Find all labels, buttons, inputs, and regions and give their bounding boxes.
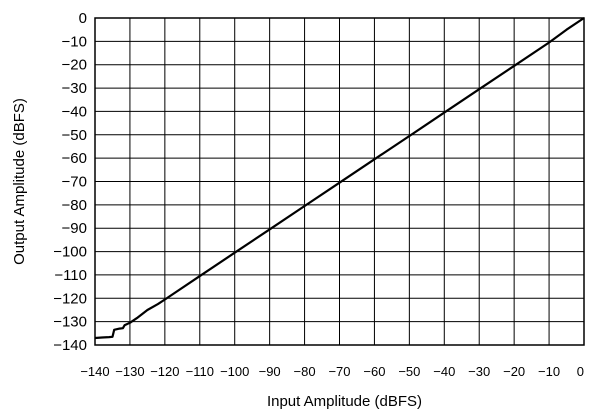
y-tick-label: −50 [62, 127, 87, 144]
y-tick-label: −30 [62, 80, 87, 97]
y-tick-label: −90 [62, 220, 87, 237]
y-tick-label: −20 [62, 57, 87, 74]
y-tick-label: −140 [53, 337, 87, 354]
y-tick-label: −60 [62, 150, 87, 167]
x-tick-label: −10 [538, 364, 560, 379]
y-tick-label: −110 [54, 267, 87, 284]
series-layer [94, 17, 585, 340]
y-tick-label: −120 [53, 290, 87, 307]
y-tick-label: −80 [62, 197, 87, 214]
x-tick-label: −60 [363, 364, 385, 379]
x-tick-label: −70 [328, 364, 350, 379]
x-tick-label: −40 [433, 364, 455, 379]
x-tick-label: −90 [259, 364, 281, 379]
y-tick-label: 0 [79, 10, 87, 27]
grid [94, 17, 585, 346]
y-tick-label: −10 [62, 33, 87, 50]
x-tick-label: 0 [577, 364, 584, 379]
y-axis-title: Output Amplitude (dBFS) [11, 98, 28, 265]
y-tick-label: −100 [53, 244, 87, 261]
y-tick-label: −70 [62, 174, 87, 191]
x-tick-label: −30 [468, 364, 490, 379]
x-tick-label: −50 [398, 364, 420, 379]
x-tick-label: −140 [80, 364, 109, 379]
y-tick-labels: 0 −10 −20 −30 −40 −50 −60 −70 −80 −90 −100 −110 −120… [53, 10, 87, 354]
x-axis-title: Input Amplitude (dBFS) [267, 393, 422, 410]
y-tick-label: −130 [53, 314, 87, 331]
plot-frame [94, 17, 585, 346]
x-tick-label: −80 [294, 364, 316, 379]
x-tick-label: −20 [503, 364, 525, 379]
x-tick-label: −110 [186, 364, 214, 379]
series-line [94, 17, 585, 340]
x-tick-label: −130 [115, 364, 144, 379]
x-tick-label: −120 [150, 364, 179, 379]
x-tick-labels: −140 −130 −120 −110 −100 −90 −80 −70 −60 −50 −40 −3… [80, 364, 584, 379]
x-tick-label: −100 [220, 364, 249, 379]
y-tick-label: −40 [62, 103, 87, 120]
